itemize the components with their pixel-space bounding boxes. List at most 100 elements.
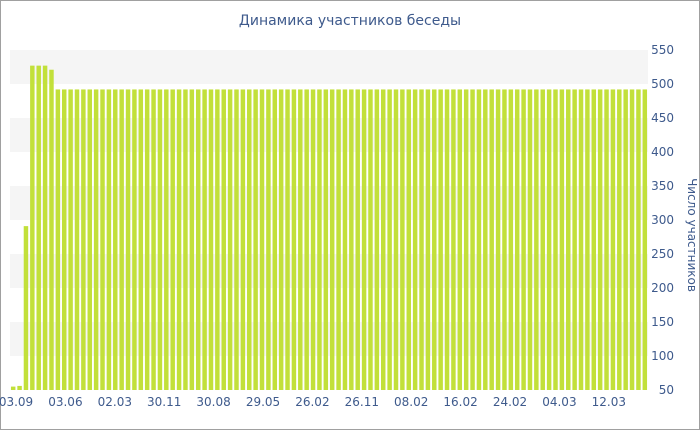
x-tick-label: 29.05 [246,395,280,409]
bar [425,89,431,390]
bar [125,89,131,390]
bar [578,89,584,390]
bar [285,89,290,390]
bar [87,89,92,390]
bar [164,89,169,390]
plot-band [10,186,648,220]
bar [157,89,163,390]
bar [374,89,380,390]
bar [470,89,475,390]
bar [234,89,239,390]
bar [215,89,220,390]
bar [412,89,418,390]
bar [355,89,360,390]
bar [502,89,507,390]
y-tick-label: 350 [651,179,674,193]
bar [100,89,105,390]
x-tick-label: 12.03 [592,395,626,409]
x-tick-label: 26.11 [345,395,379,409]
chart-title: Динамика участников беседы [238,13,462,29]
bar [540,89,545,390]
bar [304,89,309,390]
bar [30,65,35,390]
x-tick-label: 16.02 [443,395,477,409]
bar [553,89,558,390]
bar [240,89,246,390]
bar [432,89,437,390]
x-tick-label: 02.03 [98,395,132,409]
y-tick-label: 550 [651,43,674,57]
bar [278,89,284,390]
bar [476,89,482,390]
bar [342,89,348,390]
bar [483,89,488,390]
bar [247,89,252,390]
bar [266,89,271,390]
bar [419,89,424,390]
y-tick-label: 50 [659,383,674,397]
bar [23,226,29,390]
bar [227,89,233,390]
bar [617,89,622,390]
y-axis-ticks: 50 100 150 200 250 300 350 400 450 500 550 [651,43,674,397]
bar [508,89,514,390]
bar [642,89,648,390]
bar [183,89,188,390]
bar [202,89,207,390]
bar [93,89,99,390]
plot-band [10,84,648,118]
bar [17,385,22,390]
bar [495,89,501,390]
bar [10,386,16,390]
bar [604,89,609,390]
bar [42,65,48,390]
bar [195,89,201,390]
x-tick-label: 24.02 [493,395,527,409]
bar [393,89,399,390]
bar [68,89,73,390]
bar [119,89,124,390]
bar [444,89,450,390]
bar [585,89,590,390]
bar [636,89,641,390]
bar [400,89,405,390]
y-tick-label: 450 [651,111,674,125]
plot-band [10,322,648,356]
y-tick-label: 500 [651,77,674,91]
plot-band [10,152,648,186]
x-tick-label: 26.02 [295,395,329,409]
bar [176,89,182,390]
y-tick-label: 400 [651,145,674,159]
bar [132,89,137,390]
bar [336,89,341,390]
bar [55,89,61,390]
bar [463,89,469,390]
bar [259,89,265,390]
plot-band [10,220,648,254]
bar [138,89,144,390]
plot-band [10,50,648,84]
bar [629,89,635,390]
bar [106,89,112,390]
x-axis-ticks: 03.09 03.06 02.03 30.11 30.08 29.05 26.02 26.11… [0,395,626,409]
plot-band [10,288,648,322]
bar [62,89,67,390]
bar [298,89,303,390]
bar [572,89,577,390]
bar [361,89,367,390]
bar [438,89,443,390]
bar [49,69,54,390]
bar [610,89,616,390]
bar [329,89,335,390]
bar [36,65,41,390]
bar-series [10,65,648,390]
bar [310,89,316,390]
bar [74,89,80,390]
bar [317,89,322,390]
y-tick-label: 200 [651,281,674,295]
bar [597,89,603,390]
bar [489,89,494,390]
x-tick-label: 08.02 [394,395,428,409]
bar [349,89,354,390]
